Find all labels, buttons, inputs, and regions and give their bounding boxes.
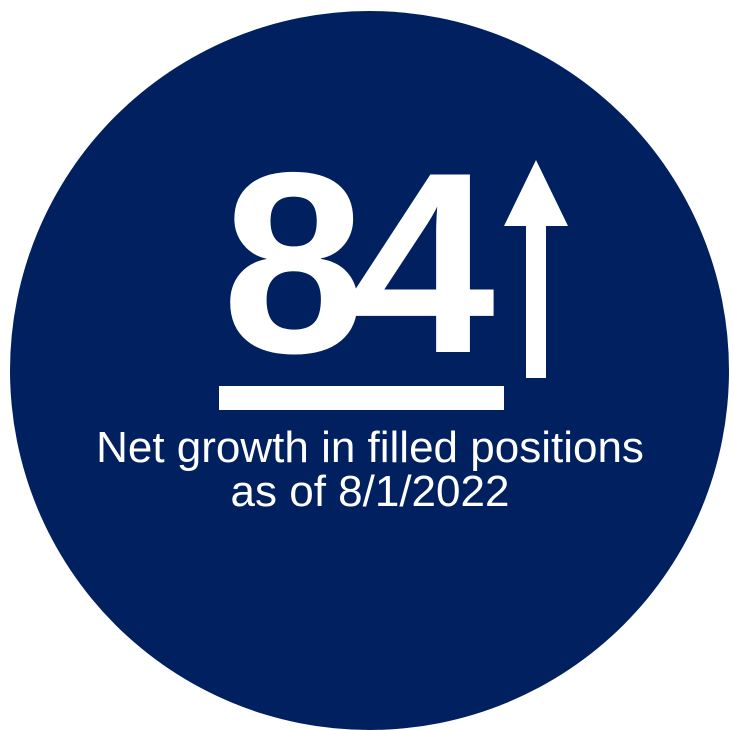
stat-value: 84	[222, 118, 495, 407]
caption-line-2: as of 8/1/2022	[230, 467, 510, 516]
stat-caption: Net growth in filled positions as of 8/1…	[60, 426, 680, 514]
underline-bar	[219, 386, 504, 410]
stat-circle	[10, 11, 729, 730]
caption-line-1: Net growth in filled positions	[96, 423, 644, 472]
up-arrow-icon	[504, 160, 568, 378]
